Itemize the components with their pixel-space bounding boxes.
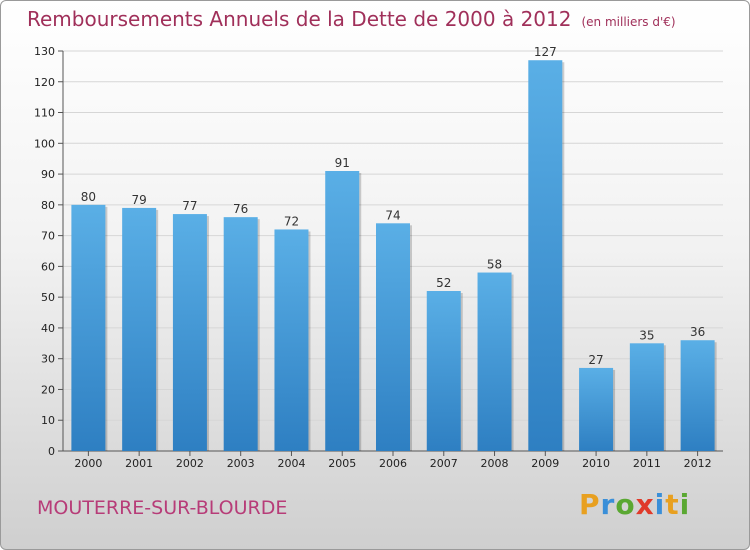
- x-tick-label: 2000: [74, 457, 102, 470]
- bar: [579, 367, 614, 451]
- x-tick-label: 2009: [531, 457, 559, 470]
- x-tick-label: 2008: [481, 457, 509, 470]
- bar-value-label: 35: [639, 328, 654, 342]
- y-tick-label: 0: [48, 445, 55, 458]
- proxiti-logo: Proxiti: [579, 488, 690, 521]
- bar-value-label: 36: [690, 325, 705, 339]
- x-tick-label: 2007: [430, 457, 458, 470]
- logo-letter: P: [579, 488, 601, 521]
- bar: [172, 214, 207, 451]
- bar-value-label: 74: [385, 208, 400, 222]
- bars: [71, 60, 717, 451]
- bar: [223, 217, 258, 451]
- y-tick-label: 60: [41, 260, 55, 273]
- y-tick-label: 10: [41, 414, 55, 427]
- x-tick-label: 2011: [633, 457, 661, 470]
- y-tick-label: 110: [34, 107, 55, 120]
- y-tick-label: 120: [34, 76, 55, 89]
- x-tick-label: 2005: [328, 457, 356, 470]
- bar: [477, 272, 512, 451]
- x-tick-label: 2010: [582, 457, 610, 470]
- commune-name: MOUTERRE-SUR-BLOURDE: [37, 497, 288, 519]
- bar-value-label: 77: [182, 199, 197, 213]
- bar: [325, 171, 360, 451]
- labels: 0 10 20 30 40 50 60 70 80 90 100 110 120 130 80 2000 79 2…: [34, 45, 712, 470]
- bar-value-label: 79: [132, 193, 147, 207]
- chart-title: Remboursements Annuels de la Dette de 20…: [27, 7, 676, 31]
- logo-letter: x: [635, 488, 655, 521]
- y-tick-label: 90: [41, 168, 55, 181]
- bar: [680, 340, 715, 451]
- x-tick-label: 2002: [176, 457, 204, 470]
- logo-letter: i: [654, 488, 666, 521]
- bar: [528, 60, 563, 451]
- logo-letter: i: [679, 488, 691, 521]
- logo-letter: r: [600, 488, 616, 521]
- y-tick-label: 50: [41, 291, 55, 304]
- x-tick-label: 2006: [379, 457, 407, 470]
- y-tick-label: 100: [34, 137, 55, 150]
- x-tick-label: 2001: [125, 457, 153, 470]
- bar-value-label: 27: [588, 353, 603, 367]
- y-tick-label: 20: [41, 383, 55, 396]
- x-tick-label: 2004: [277, 457, 305, 470]
- x-tick-label: 2003: [227, 457, 255, 470]
- bar-value-label: 72: [284, 214, 299, 228]
- bar-value-label: 52: [436, 276, 451, 290]
- y-tick-label: 40: [41, 322, 55, 335]
- y-tick-label: 70: [41, 230, 55, 243]
- bar: [122, 207, 157, 451]
- bar: [274, 229, 309, 451]
- bar-value-label: 76: [233, 202, 248, 216]
- bar: [629, 343, 664, 451]
- y-tick-label: 80: [41, 199, 55, 212]
- bar-value-label: 91: [335, 156, 350, 170]
- logo-letter: o: [615, 488, 636, 521]
- x-tick-label: 2012: [684, 457, 712, 470]
- logo-letter: t: [665, 488, 680, 521]
- bar: [426, 291, 461, 451]
- bar: [71, 204, 106, 451]
- bar-value-label: 58: [487, 258, 502, 272]
- y-tick-label: 130: [34, 45, 55, 58]
- bar-value-label: 127: [534, 45, 557, 59]
- bar-value-label: 80: [81, 190, 96, 204]
- y-tick-label: 30: [41, 353, 55, 366]
- bar: [376, 223, 410, 451]
- chart-title-text: Remboursements Annuels de la Dette de 20…: [27, 7, 572, 31]
- chart-unit: (en milliers d'€): [581, 15, 676, 29]
